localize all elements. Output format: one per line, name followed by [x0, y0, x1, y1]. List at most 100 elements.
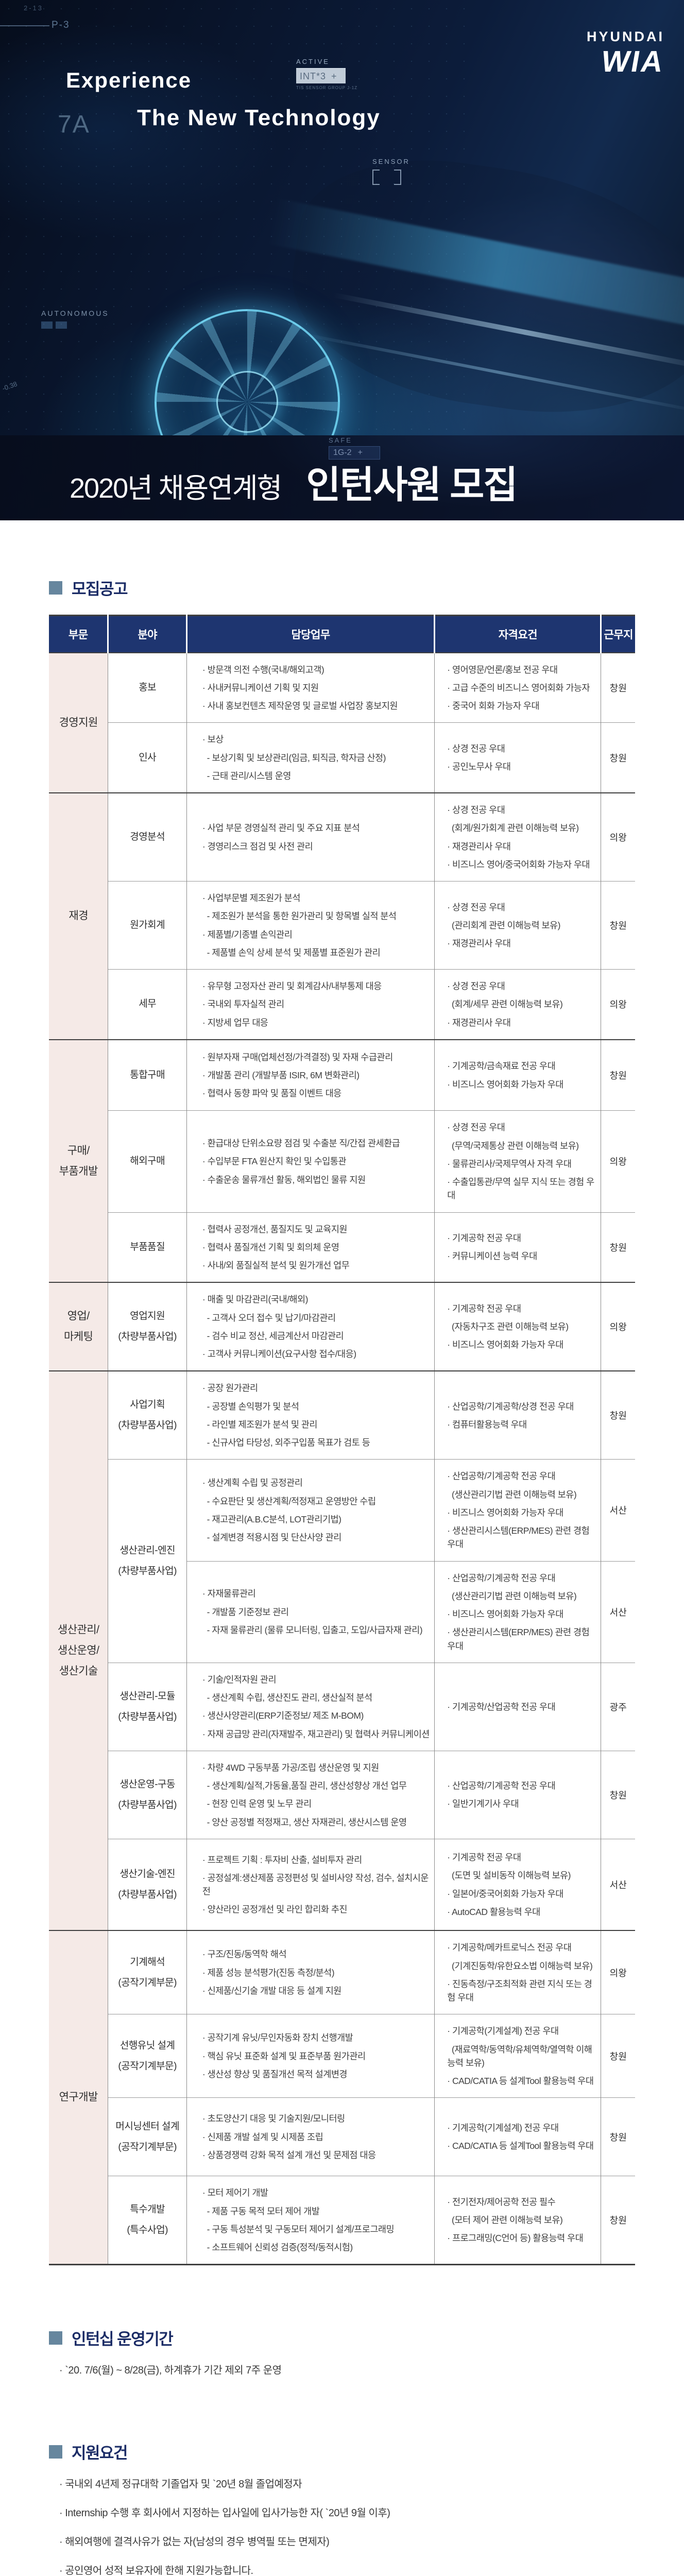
text-line: (회계/세무 관련 이해능력 보유)	[447, 999, 563, 1010]
text-line: · 산업공학/기계공학 전공 우대	[447, 1572, 556, 1583]
text-line: (자동차구조 관련 이해능력 보유)	[447, 1321, 569, 1332]
heading-square-icon	[49, 2445, 62, 2459]
hud-chip-icon	[41, 321, 53, 329]
section-title: 인턴십 운영기간	[72, 2330, 174, 2349]
text-line: · 기계공학(기계설계) 전공 우대	[447, 2026, 559, 2037]
text-line: · 커뮤니케이션 능력 우대	[447, 1251, 537, 1262]
text-line: - 생산계획 수립, 생산진도 관리, 생산실적 분석	[202, 1692, 373, 1703]
text-line: - 재고관리(A.B.C분석, LOT관리기법)	[202, 1514, 341, 1524]
text-line: · 산업공학/기계공학 전공 우대	[447, 1781, 556, 1791]
text-line: (기계진동학/유한요소법 이해능력 보유)	[447, 1960, 593, 1971]
hud-corner-code: 2-13	[24, 4, 44, 12]
text-line: · 상품경쟁력 강화 목적 설계 개선 및 문제점 대응	[202, 2149, 376, 2160]
text-line: - 자재 물류관리 (물류 모니터링, 입출고, 도입/사급자재 관리)	[202, 1624, 423, 1635]
text-line: · CAD/CATIA 등 설계Tool 활용능력 우대	[447, 2141, 594, 2151]
hud-safe-widget: SAFE 1G-2 +	[329, 436, 380, 460]
section-heading-period: 인턴십 운영기간	[49, 2326, 635, 2349]
plus-icon: +	[357, 448, 363, 457]
text-line: · 사내 홍보컨텐츠 제작운영 및 글로벌 사업장 홍보지원	[202, 701, 398, 711]
hud-sensor-label: SENSOR	[372, 158, 410, 165]
text-line: · 기계공학(기계설계) 전공 우대	[447, 2123, 559, 2133]
text-line: - 설계변경 적용시점 및 단산사양 관리	[202, 1532, 342, 1543]
text-line: - 개발품 기준정보 관리	[202, 1606, 289, 1617]
text-line: · 고급 수준의 비즈니스 영어회화 가능자	[447, 682, 590, 693]
heading-square-icon	[49, 2331, 62, 2345]
text-line: · 산업공학/기계공학 전공 우대	[447, 1471, 556, 1482]
table-row: 생산관리-엔진 (차량부품사업) · 생산계획 수립 및 공정관리 - 수요판단…	[49, 1459, 635, 1663]
title-band: SAFE 1G-2 + 2020년 채용연계형 인턴사원 모집	[0, 435, 684, 520]
text-line: · 재경관리사 우대	[447, 938, 511, 949]
recruit-table: 부문 분야 담당업무 자격요건 근무지 경영지원 홍보 · 방문객 의전 수행(…	[49, 615, 635, 2266]
text-line: · 상경 전공 우대	[447, 1122, 505, 1133]
text-line: (무역/국제통상 관련 이해능력 보유)	[447, 1140, 579, 1151]
section-heading-recruit: 모집공고	[49, 576, 635, 599]
col-header-field: 분야	[107, 615, 187, 653]
text-line: (생산관리기법 관련 이해능력 보유)	[447, 1489, 577, 1500]
section-title: 모집공고	[72, 580, 128, 598]
hud-active-value: INT*3	[300, 71, 327, 81]
text-line: · 상경 전공 우대	[447, 981, 505, 991]
text-line: - 수요판단 및 생산계획/적정재고 운영방안 수립	[202, 1496, 376, 1506]
text-line: · 비즈니스 영어회화 가능자 우대	[447, 1609, 563, 1619]
text-line: - 보상기획 및 보상관리(임금, 퇴직금, 학자금 산정)	[202, 752, 386, 763]
logo-hyundai-text: HYUNDAI	[586, 29, 664, 44]
text-line: · 상경 전공 우대	[447, 902, 505, 912]
text-line: · 자재물류관리	[202, 1588, 256, 1599]
table-row: · 자재물류관리 - 개발품 기준정보 관리 - 자재 물류관리 (물류 모니터…	[49, 1561, 635, 1663]
hud-autonomous-widget: AUTONOMOUS	[41, 309, 109, 329]
text-line: · 재경관리사 우대	[447, 1017, 511, 1028]
text-line: · 공인노무사 우대	[447, 761, 511, 772]
hud-active-caption: TIS SENSOR GROUP J-1Z	[296, 86, 358, 90]
text-line: · 프로젝트 기획 : 투자비 산출, 설비투자 관리	[202, 1854, 362, 1865]
text-line: · 기계공학 전공 우대	[447, 1233, 521, 1244]
text-line: (모터 제어 관련 이해능력 보유)	[447, 2215, 563, 2226]
text-line: - 제품 구동 목적 모터 제어 개발	[202, 2206, 320, 2216]
bracket-icon	[372, 170, 401, 185]
table-row: 인사 · 보상 - 보상기획 및 보상관리(임금, 퇴직금, 학자금 산정) -…	[49, 722, 635, 793]
bullet-line: · 해외여행에 결격사유가 없는 자(남성의 경우 병역필 또는 면제자)	[59, 2536, 330, 2548]
text-line: · 생산사양관리(ERP기준정보/ 제조 M-BOM)	[202, 1710, 364, 1721]
heading-square-icon	[49, 581, 62, 595]
text-line: · 제품 성능 분석평가(진동 측정/분석)	[202, 1967, 335, 1978]
text-line: - 신규사업 타당성, 외주구입품 목표가 검토 등	[202, 1437, 370, 1448]
text-line: (재료역학/동역학/유체역학/열역학 이해능력 보유)	[447, 2044, 592, 2068]
table-row: 생산관리/ 생산운영/ 생산기술 사업기획 (차량부품사업) · 공장 원가관리…	[49, 1370, 635, 1931]
text-line: - 제품별 손익 상세 분석 및 제품별 표준원가 관리	[202, 947, 381, 958]
text-line: · 컴퓨터활용능력 우대	[447, 1419, 527, 1430]
text-line: - 검수 비교 정산, 세금계산서 마감관리	[202, 1330, 344, 1341]
hero-headline-line1: Experience	[66, 68, 192, 92]
bullet-line: · `20. 7/6(월) ~ 8/28(금), 하계휴가 기간 제외 7주 운…	[59, 2365, 282, 2377]
text-line: · 지방세 업무 대응	[202, 1017, 268, 1028]
text-line: - 소프트웨어 신뢰성 검증(정적/동적시험)	[202, 2242, 353, 2252]
col-header-location: 근무지	[600, 615, 635, 653]
text-line: · 사업부문별 제조원가 분석	[202, 893, 301, 903]
group-cell: 연구개발	[49, 1930, 108, 2265]
text-line: · 공장 원가관리	[202, 1383, 258, 1394]
text-line: · 진동측정/구조최적화 관련 지식 또는 경험 우대	[447, 1978, 592, 2003]
text-line: · 생산관리시스템(ERP/MES) 관련 경험 우대	[447, 1526, 592, 1550]
text-line: · 수입부문 FTA 원산지 확인 및 수입통관	[202, 1156, 347, 1167]
text-line: · 비즈니스 영어/중국어회화 가능자 우대	[447, 859, 590, 870]
period-bullets: · `20. 7/6(월) ~ 8/28(금), 하계휴가 기간 제외 7주 운…	[49, 2363, 635, 2378]
text-line: · 상경 전공 우대	[447, 805, 505, 815]
main-content: 모집공고 부문 분야 담당업무 자격요건 근무지 경영지원 홍보 · 방문객 의…	[0, 576, 684, 2576]
text-line: · 사내/외 품질실적 분석 및 원가개선 업무	[202, 1260, 350, 1270]
text-line: (회계/원가회계 관련 이해능력 보유)	[447, 823, 579, 834]
text-line: · 물류관리사/국제무역사 자격 우대	[447, 1158, 572, 1169]
hero-headline-line2: The New Technology	[137, 105, 381, 130]
text-line: · 전기전자/제어공학 전공 필수	[447, 2196, 556, 2207]
text-line: · 중국어 회화 가능자 우대	[447, 701, 540, 711]
page-title-prefix: 2020년 채용연계형	[70, 473, 282, 504]
table-row: 생산운영-구동 (차량부품사업) · 차량 4WD 구동부품 가공/조립 생산운…	[49, 1750, 635, 1839]
hud-p3-marker: P-3	[0, 20, 70, 30]
table-row: 생산기술-엔진 (차량부품사업) · 프로젝트 기획 : 투자비 산출, 설비투…	[49, 1838, 635, 1931]
text-line: · 양산라인 공정개선 및 라인 합리화 추진	[202, 1904, 348, 1915]
text-line: - 현장 인력 운영 및 노무 관리	[202, 1799, 312, 1809]
text-line: (도면 및 설비동작 이해능력 보유)	[447, 1870, 571, 1881]
text-line: · 협력사 품질개선 기획 및 회의체 운영	[202, 1242, 339, 1252]
text-line: · 일반기계기사 우대	[447, 1799, 519, 1809]
text-line: - 구동 특성분석 및 구동모터 제어기 설계/프로그래밍	[202, 2224, 395, 2234]
group-cell: 경영지원	[49, 652, 108, 793]
field-cell: 홍보	[108, 652, 187, 723]
table-row: 연구개발 기계해석 (공작기계부문) · 구조/진동/동역학 해석 · 제품 성능…	[49, 1930, 635, 2265]
